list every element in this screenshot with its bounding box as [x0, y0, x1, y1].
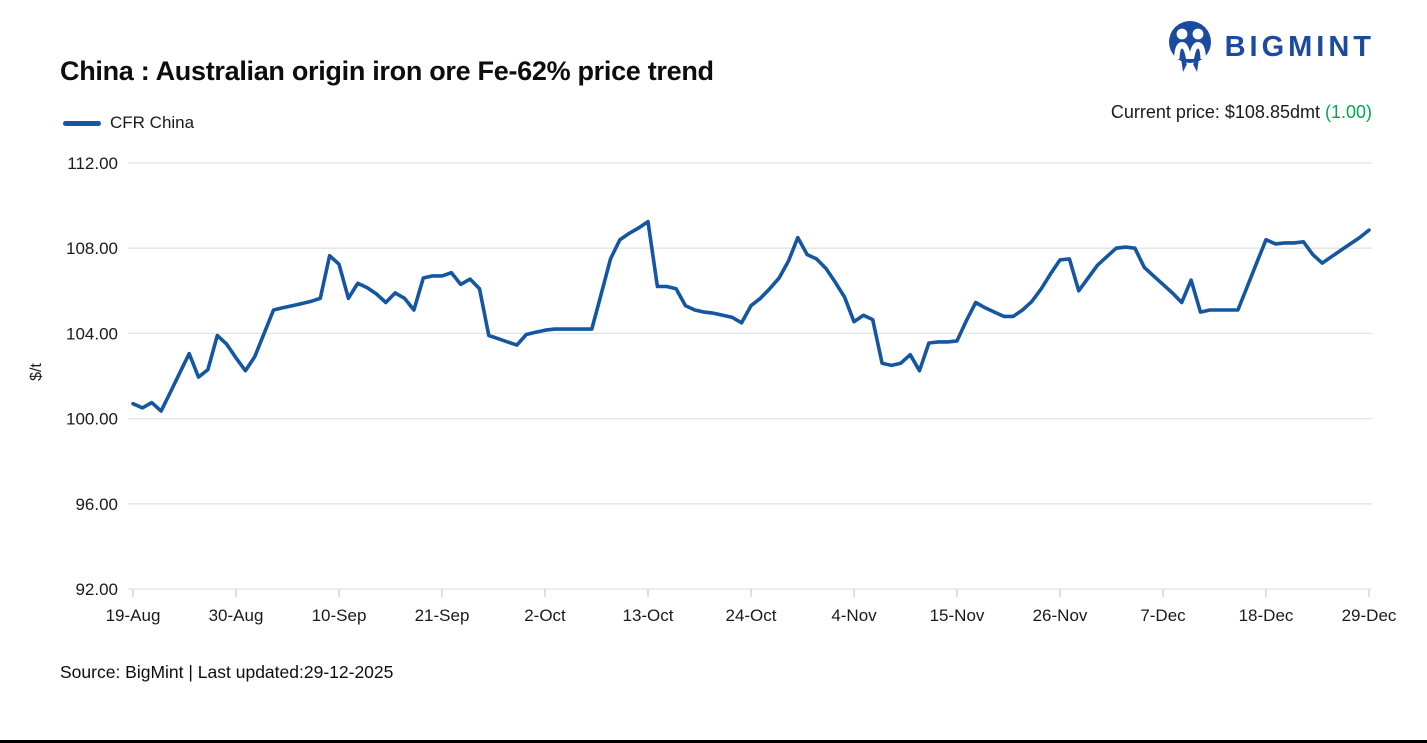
legend-label: CFR China — [110, 113, 195, 132]
bigmint-logo: BIGMINT — [1167, 20, 1375, 74]
source-note: Source: BigMint | Last updated:29-12-202… — [60, 662, 394, 682]
svg-text:96.00: 96.00 — [75, 495, 118, 514]
svg-text:21-Sep: 21-Sep — [415, 606, 470, 625]
svg-text:104.00: 104.00 — [66, 324, 118, 343]
svg-text:10-Sep: 10-Sep — [312, 606, 367, 625]
current-price-text: Current price: $108.85dmt — [1110, 102, 1320, 122]
bottom-border — [0, 740, 1427, 743]
svg-text:7-Dec: 7-Dec — [1140, 606, 1186, 625]
x-axis-ticks — [132, 589, 1370, 597]
logo-wordmark: BIGMINT — [1224, 30, 1375, 63]
svg-text:26-Nov: 26-Nov — [1033, 606, 1088, 625]
price-change: (1.00) — [1324, 102, 1372, 122]
svg-text:30-Aug: 30-Aug — [209, 606, 264, 625]
y-axis-labels: 92.00 96.00 100.00 104.00 108.00 112.00 — [66, 154, 118, 599]
svg-text:13-Oct: 13-Oct — [622, 606, 673, 625]
svg-text:100.00: 100.00 — [66, 410, 118, 429]
svg-text:15-Nov: 15-Nov — [930, 606, 985, 625]
svg-text:108.00: 108.00 — [66, 239, 118, 258]
bigmint-logo-icon — [1167, 20, 1213, 74]
svg-text:112.00: 112.00 — [67, 154, 118, 173]
svg-text:4-Nov: 4-Nov — [831, 606, 877, 625]
current-price: Current price: $108.85dmt (1.00) — [1111, 102, 1372, 123]
legend: CFR China — [63, 113, 194, 133]
svg-text:24-Oct: 24-Oct — [725, 606, 776, 625]
svg-text:19-Aug: 19-Aug — [106, 606, 161, 625]
svg-text:2-Oct: 2-Oct — [524, 606, 566, 625]
y-axis-unit: $/t — [28, 363, 45, 381]
chart-title: China : Australian origin iron ore Fe-62… — [60, 56, 714, 86]
svg-text:92.00: 92.00 — [75, 580, 118, 599]
price-line — [131, 219, 1371, 413]
x-axis-labels: 19-Aug 30-Aug 10-Sep 21-Sep 2-Oct 13-Oct 24-Oc… — [106, 606, 1397, 625]
svg-text:18-Dec: 18-Dec — [1239, 606, 1294, 625]
legend-swatch — [63, 120, 101, 126]
svg-text:29-Dec: 29-Dec — [1342, 606, 1397, 625]
grid-lines — [128, 162, 1372, 590]
